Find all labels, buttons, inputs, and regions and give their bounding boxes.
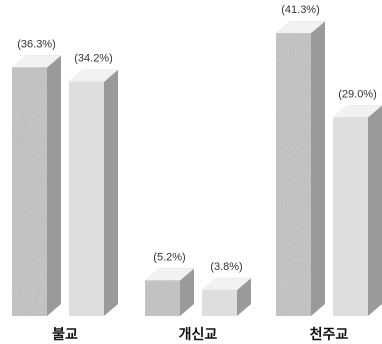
- bars-layer: [11, 20, 382, 316]
- value-label: (3.8%): [210, 261, 242, 273]
- bar-front-face: [202, 289, 237, 316]
- category-label: 불교: [52, 327, 78, 343]
- bar-front-face: [12, 67, 47, 316]
- bar-front-face: [69, 81, 104, 316]
- category-label: 천주교: [310, 327, 349, 343]
- bar-1-2: [68, 69, 119, 316]
- bar-3-2: [332, 105, 382, 316]
- bar-side-face: [104, 69, 118, 316]
- bar-side-face: [237, 277, 251, 316]
- bar-1-1: [11, 55, 62, 316]
- bar-side-face: [368, 105, 382, 316]
- bar-side-face: [47, 55, 61, 316]
- bar-front-face: [145, 280, 180, 316]
- bar-front-face: [333, 117, 368, 316]
- bar-side-face: [180, 268, 194, 316]
- bar-3-1: [275, 20, 326, 316]
- bar-side-face: [311, 21, 325, 316]
- bar-2-1: [144, 268, 195, 316]
- value-label: (41.3%): [281, 4, 320, 16]
- bar-front-face: [276, 33, 311, 316]
- value-label: (5.2%): [153, 251, 185, 263]
- category-label: 개신교: [179, 327, 218, 343]
- value-label: (36.3%): [17, 38, 56, 50]
- labels-layer: (36.3%) (34.2%) 불교 (5.2%) (3.8%) 개신교 (41.3%) (2…: [17, 4, 377, 343]
- value-label: (34.2%): [74, 53, 113, 65]
- value-label: (29.0%): [338, 88, 377, 100]
- bar-2-2: [201, 277, 252, 316]
